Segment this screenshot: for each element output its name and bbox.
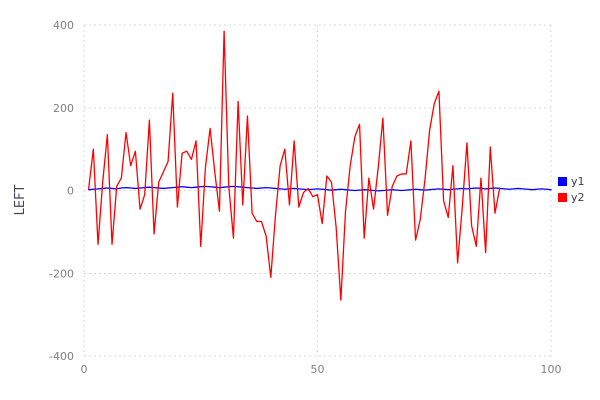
y-tick-label: -400: [49, 350, 74, 363]
x-gridlines: [83, 25, 552, 356]
x-tick-label: 0: [81, 363, 88, 376]
y-axis-title: LEFT: [13, 185, 28, 216]
legend-label-y1[interactable]: y1: [571, 175, 585, 188]
legend-swatch-y1: [558, 177, 567, 186]
y-tick-label: 400: [53, 19, 74, 32]
y-tick-label: -200: [49, 267, 74, 280]
legend-label-y2[interactable]: y2: [571, 191, 585, 204]
x-tick-label: 100: [541, 363, 562, 376]
y-tick-label: 0: [67, 185, 74, 198]
y-tick-label: 200: [53, 102, 74, 115]
series-line-y1: [88, 185, 552, 192]
x-tick-labels: 0 50 100: [81, 363, 562, 376]
y-tick-labels: -400 -200 0 200 400: [49, 19, 74, 363]
series-line-y2: [88, 30, 501, 301]
data-series-group: [88, 30, 552, 301]
x-tick-label: 50: [311, 363, 325, 376]
legend-swatch-y2: [558, 193, 567, 202]
